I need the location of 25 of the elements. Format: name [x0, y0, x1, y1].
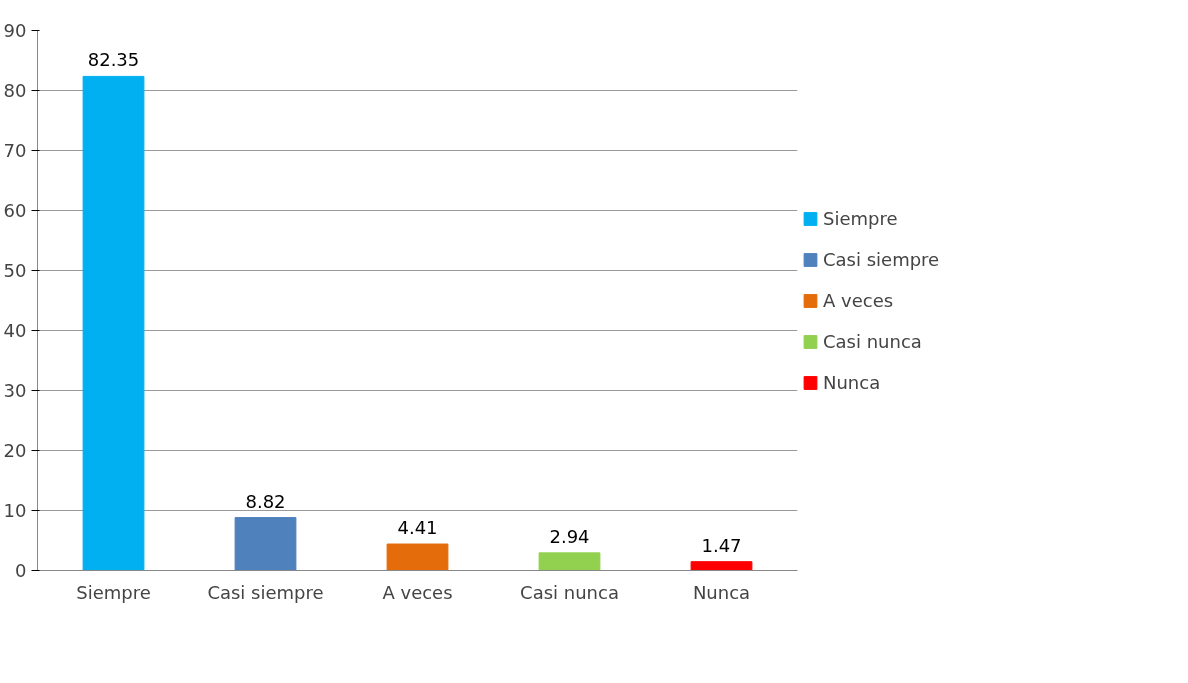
data-label: 4.41	[397, 517, 438, 539]
x-tick-label: Casi siempre	[207, 581, 324, 603]
data-label: 1.47	[701, 534, 742, 556]
y-tick-label: 50	[3, 260, 27, 281]
x-tick-label: Casi nunca	[520, 581, 619, 603]
legend-label: A veces	[823, 289, 894, 311]
x-tick-label: A veces	[382, 581, 453, 603]
y-tick-label: 80	[3, 80, 27, 101]
legend-label: Siempre	[823, 207, 898, 229]
legend-label: Nunca	[823, 371, 881, 393]
data-label: 2.94	[549, 525, 590, 547]
y-tick-label: 60	[3, 200, 27, 221]
x-tick-label: Siempre	[76, 581, 151, 603]
y-tick-label: 0	[15, 560, 27, 581]
y-tick-label: 30	[3, 380, 27, 401]
x-tick-label: Nunca	[692, 581, 751, 603]
data-label: 8.82	[245, 490, 286, 512]
y-tick-label: 40	[3, 320, 27, 341]
legend-label: Casi siempre	[823, 248, 940, 270]
y-tick-label: 90	[3, 20, 27, 41]
y-tick-label: 70	[3, 140, 27, 161]
legend-label: Casi nunca	[823, 330, 922, 352]
y-tick-label: 10	[3, 500, 27, 521]
data-label: 82.35	[87, 49, 140, 71]
y-tick-label: 20	[3, 440, 27, 461]
